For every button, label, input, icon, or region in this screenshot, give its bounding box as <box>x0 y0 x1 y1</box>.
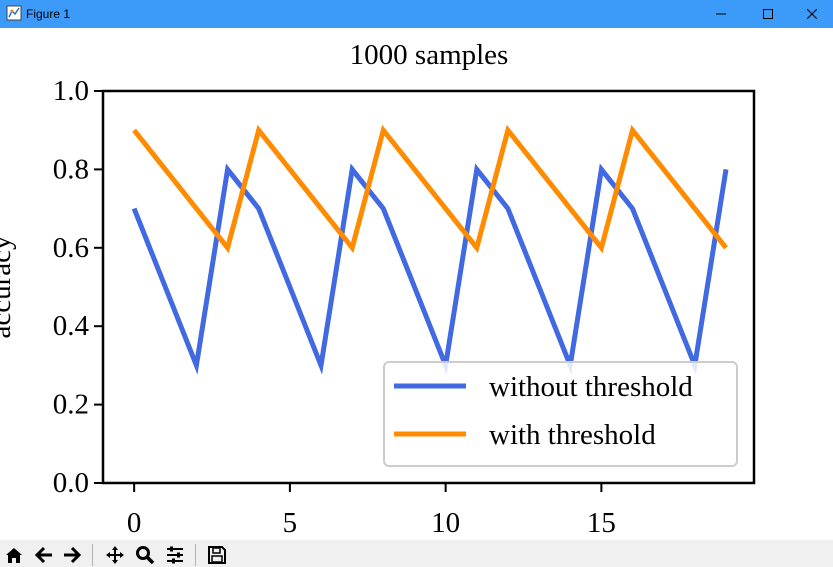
save-button[interactable] <box>205 542 229 567</box>
close-icon <box>807 9 817 19</box>
zoom-icon <box>136 545 155 564</box>
forward-button[interactable] <box>60 542 84 567</box>
toolbar-separator <box>92 544 93 566</box>
home-button[interactable] <box>2 542 26 567</box>
x-tick-label: 15 <box>587 507 616 539</box>
y-axis-label: accuracy <box>0 235 17 339</box>
y-tick-label: 0.0 <box>53 467 89 499</box>
toolbar-separator <box>195 544 196 566</box>
series-line-1 <box>132 124 728 254</box>
y-tick-label: 0.6 <box>53 232 89 264</box>
series-lines <box>131 124 729 375</box>
toolbar <box>0 540 833 567</box>
app-icon <box>6 5 22 21</box>
legend-frame <box>383 361 738 467</box>
window-title: Figure 1 <box>26 7 71 21</box>
y-tick-label: 0.2 <box>53 389 89 421</box>
forward-arrow-icon <box>64 546 82 563</box>
x-tick-label: 0 <box>127 507 142 539</box>
minimize-icon <box>716 13 726 15</box>
title-bar: Figure 1 <box>0 0 833 28</box>
series-line-0 <box>131 163 729 375</box>
back-arrow-icon <box>34 546 52 563</box>
y-tick-label: 0.8 <box>53 153 89 185</box>
legend-label-0: without threshold <box>489 371 693 403</box>
minimize-button[interactable] <box>698 0 744 28</box>
save-icon <box>208 545 226 564</box>
y-tick-label: 1.0 <box>53 75 89 107</box>
legend: without threshold with threshold <box>383 361 738 467</box>
close-button[interactable] <box>789 0 833 28</box>
zoom-button[interactable] <box>133 542 157 567</box>
pan-button[interactable] <box>103 542 127 567</box>
line-chart: 1000 samples accuracy 0.0 0.2 0.4 0.6 0.8 1.0… <box>0 39 756 539</box>
home-icon <box>6 547 22 563</box>
chart-title: 1000 samples <box>350 39 509 71</box>
legend-label-1: with threshold <box>489 419 656 451</box>
back-button[interactable] <box>32 542 56 567</box>
y-tick-label: 0.4 <box>53 310 90 342</box>
pan-icon <box>106 545 124 564</box>
maximize-icon <box>763 9 773 19</box>
maximize-button[interactable] <box>745 0 791 28</box>
x-ticks: 0 5 10 15 <box>127 483 616 539</box>
x-tick-label: 5 <box>283 507 298 539</box>
configure-subplots-button[interactable] <box>163 542 187 567</box>
x-tick-label: 10 <box>431 507 460 539</box>
configure-subplots-icon <box>167 546 183 563</box>
y-ticks: 0.0 0.2 0.4 0.6 0.8 1.0 <box>53 75 103 499</box>
